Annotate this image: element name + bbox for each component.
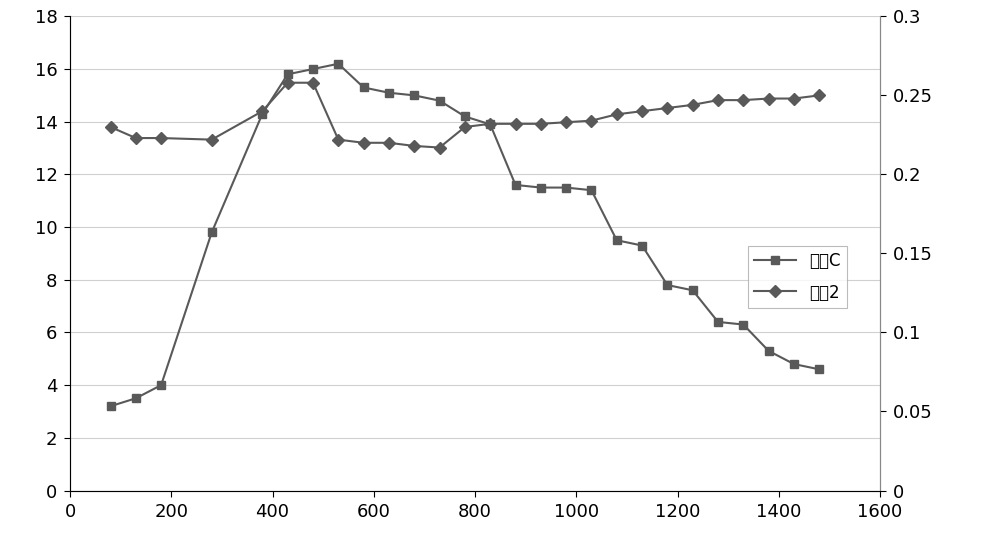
浓度C (282, 71, 294, 77)
浓度C (459, 113, 471, 120)
浓度C (560, 184, 572, 191)
浓度C (155, 382, 167, 389)
浓度C (636, 242, 648, 249)
比具2 (256, 108, 268, 114)
浓度C (611, 237, 623, 244)
比具2 (509, 120, 522, 127)
比具2 (712, 97, 724, 104)
浓度C (104, 403, 116, 409)
比具2 (104, 124, 116, 130)
浓度C (206, 229, 218, 235)
比具2 (687, 101, 699, 108)
浓度C (737, 322, 749, 328)
浓度C (383, 89, 395, 96)
比具2 (788, 95, 800, 102)
比具2 (459, 124, 471, 130)
浓度C (712, 319, 724, 325)
比具2 (206, 136, 218, 143)
比具2 (383, 140, 395, 146)
比具2 (130, 135, 142, 141)
比具2 (282, 80, 294, 86)
比具2 (585, 117, 597, 124)
比具2 (307, 80, 319, 86)
比具2 (358, 140, 370, 146)
浓度C (332, 60, 344, 67)
比具2 (332, 136, 344, 143)
浓度C (661, 282, 673, 288)
浓度C (434, 98, 446, 104)
浓度C (535, 184, 547, 191)
浓度C (509, 181, 522, 188)
比具2 (763, 95, 775, 102)
浓度C (484, 121, 496, 128)
比具2 (560, 119, 572, 125)
浓度C (256, 111, 268, 117)
Line: 比具2: 比具2 (106, 78, 823, 152)
浓度C (763, 348, 775, 354)
比具2 (535, 120, 547, 127)
比具2 (737, 97, 749, 104)
浓度C (307, 66, 319, 72)
浓度C (358, 84, 370, 90)
浓度C (585, 187, 597, 193)
浓度C (130, 395, 142, 402)
比具2 (661, 105, 673, 111)
Line: 浓度C: 浓度C (106, 59, 823, 410)
比具2 (611, 111, 623, 118)
浓度C (788, 361, 800, 367)
浓度C (687, 287, 699, 294)
比具2 (636, 108, 648, 114)
比具2 (484, 120, 496, 127)
浓度C (408, 92, 420, 99)
浓度C (813, 366, 825, 373)
Legend: 浓度C, 比具2: 浓度C, 比具2 (748, 246, 847, 308)
比具2 (155, 135, 167, 141)
比具2 (813, 92, 825, 99)
比具2 (408, 143, 420, 149)
比具2 (434, 144, 446, 151)
